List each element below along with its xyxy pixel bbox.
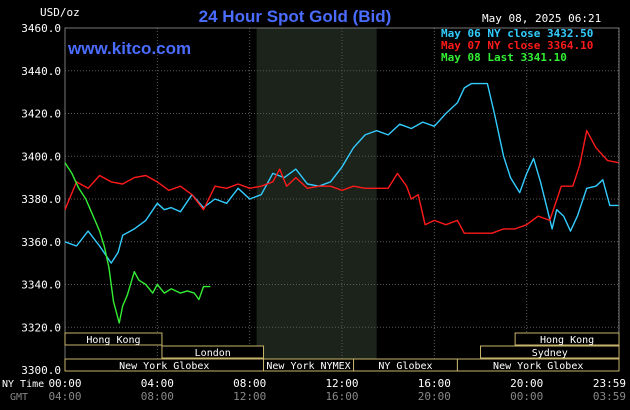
series-line-2 [64, 129, 619, 234]
x-tick-ny: 23:59 [593, 377, 626, 390]
shaded-region [256, 28, 377, 370]
session-box [161, 345, 265, 359]
session-label: Hong Kong [86, 335, 140, 346]
y-tick-label: 3400.0 [21, 150, 61, 163]
x-tick-gmt: 04:00 [48, 390, 81, 403]
y-tick-label: 3320.0 [21, 321, 61, 334]
y-tick-label: 3380.0 [21, 193, 61, 206]
x-tick-gmt: 16:00 [325, 390, 358, 403]
x-axis-ticks: 00:0004:0004:0008:0008:0012:0012:0016:00… [48, 377, 626, 403]
x-tick-ny: 16:00 [418, 377, 451, 390]
y-tick-label: 3300.0 [21, 364, 61, 377]
series-line-3 [64, 162, 211, 324]
session-label: New York Globex [119, 361, 209, 372]
price-series [64, 82, 619, 324]
session-box [514, 332, 620, 346]
session-box [64, 332, 163, 346]
session-label: New York NYMEX [266, 361, 350, 372]
legend-may08: May 08 Last 3341.10 [441, 51, 567, 64]
y-tick-label: 3340.0 [21, 279, 61, 292]
shaded-trading-region [256, 28, 377, 370]
legend-may06: May 06 NY close 3432.50 [441, 27, 593, 40]
x-tick-gmt: 08:00 [141, 390, 174, 403]
chart-title: 24 Hour Spot Gold (Bid) [199, 7, 392, 26]
brand-watermark: www.kitco.com [67, 39, 191, 58]
x-tick-gmt: 03:59 [593, 390, 626, 403]
x-tick-ny: 20:00 [510, 377, 543, 390]
session-label: New York Globex [493, 361, 583, 372]
y-tick-label: 3440.0 [21, 65, 61, 78]
session-box [456, 358, 620, 372]
legend-may07: May 07 NY close 3364.10 [441, 39, 593, 52]
y-tick-label: 3420.0 [21, 108, 61, 121]
legend: May 06 NY close 3432.50 May 07 NY close … [441, 27, 593, 64]
y-tick-label: 3360.0 [21, 236, 61, 249]
x-tick-gmt: 00:00 [510, 390, 543, 403]
ny-time-label: NY Time [2, 379, 44, 390]
session-label: London [195, 348, 231, 359]
session-box [480, 345, 620, 359]
session-label: Sydney [532, 348, 568, 359]
y-tick-label: 3460.0 [21, 22, 61, 35]
market-sessions: Hong Kong London New York Globex New York N… [64, 332, 620, 372]
x-tick-ny: 12:00 [325, 377, 358, 390]
series-line-1 [64, 82, 619, 264]
session-label: NY Globex [378, 361, 432, 372]
x-tick-gmt: 20:00 [418, 390, 451, 403]
unit-label: USD/oz [40, 6, 80, 19]
y-axis-ticks: 3300.0 3320.0 3340.0 3360.0 3380.0 3400.0 3420… [21, 22, 61, 377]
x-tick-ny: 08:00 [233, 377, 266, 390]
session-label: Hong Kong [540, 335, 594, 346]
x-tick-gmt: 12:00 [233, 390, 266, 403]
timestamp: May 08, 2025 06:21 [482, 12, 601, 25]
gmt-label: GMT [10, 392, 28, 403]
x-tick-ny: 04:00 [141, 377, 174, 390]
x-tick-ny: 00:00 [48, 377, 81, 390]
